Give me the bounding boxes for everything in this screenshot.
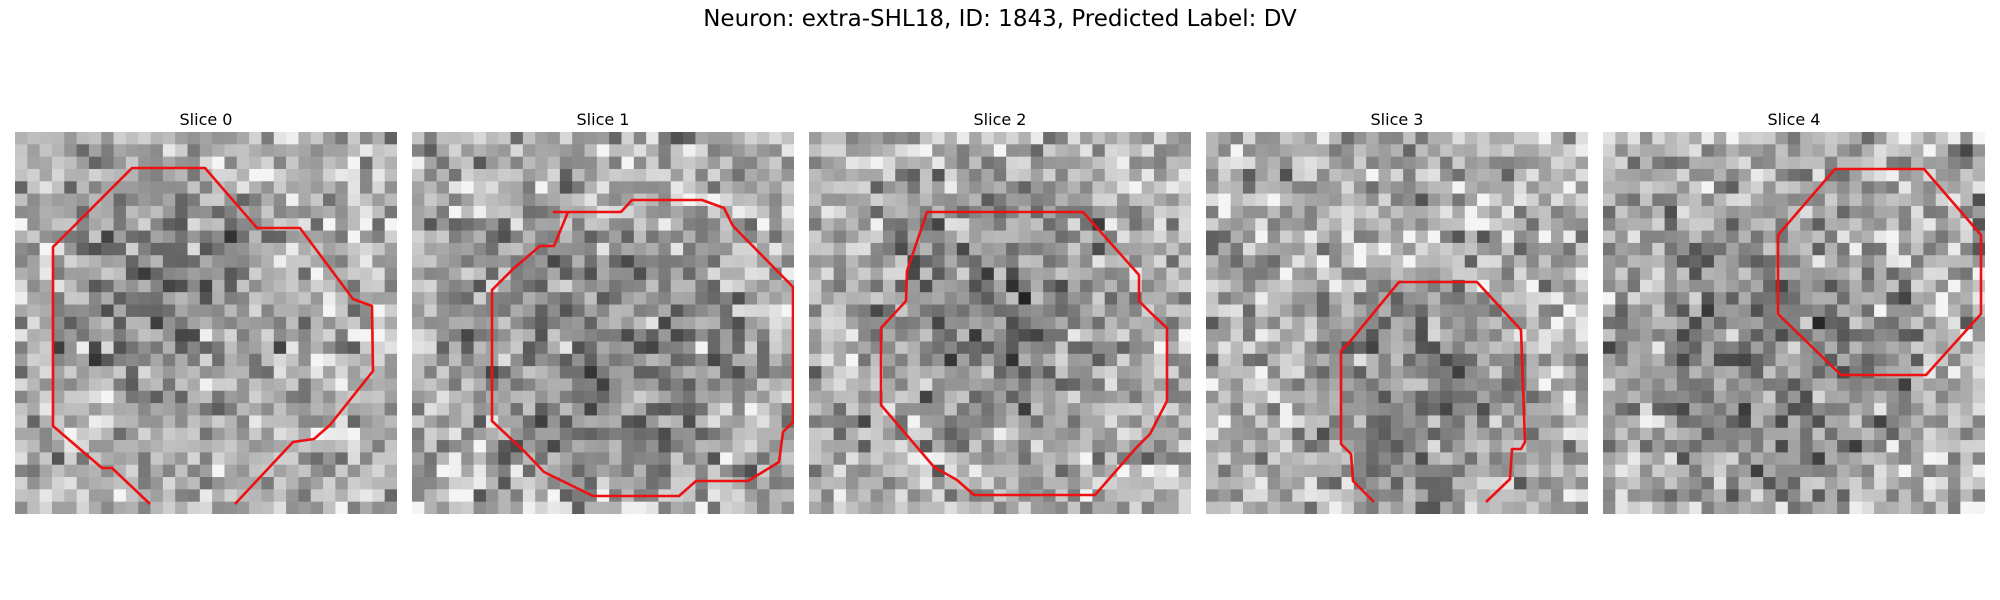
pixel-grid xyxy=(412,132,794,514)
slice-panel-2: Slice 2 xyxy=(809,108,1191,514)
slice-panel-4: Slice 4 xyxy=(1603,108,1985,514)
slice-panel-1: Slice 1 xyxy=(412,108,794,514)
slice-image-1 xyxy=(412,132,794,514)
pixel-grid xyxy=(1603,132,1985,514)
slice-title-2: Slice 2 xyxy=(973,110,1027,129)
roi-contour xyxy=(1776,167,1983,377)
pixel-grid xyxy=(809,132,1191,514)
roi-contour xyxy=(1339,280,1527,503)
slice-title-3: Slice 3 xyxy=(1370,110,1424,129)
slice-title-0: Slice 0 xyxy=(179,110,233,129)
slice-image-2 xyxy=(809,132,1191,514)
slice-panel-0: Slice 0 xyxy=(15,108,397,514)
roi-contour xyxy=(51,166,375,505)
pixel-grid xyxy=(1206,132,1588,514)
slice-image-4 xyxy=(1603,132,1985,514)
pixel-grid xyxy=(15,132,397,514)
figure-title: Neuron: extra-SHL18, ID: 1843, Predicted… xyxy=(703,6,1297,32)
slice-image-3 xyxy=(1206,132,1588,514)
roi-contour xyxy=(879,210,1169,497)
slice-title-1: Slice 1 xyxy=(576,110,630,129)
slice-title-4: Slice 4 xyxy=(1767,110,1821,129)
slice-panel-3: Slice 3 xyxy=(1206,108,1588,514)
slice-image-0 xyxy=(15,132,397,514)
roi-contour xyxy=(490,198,794,498)
